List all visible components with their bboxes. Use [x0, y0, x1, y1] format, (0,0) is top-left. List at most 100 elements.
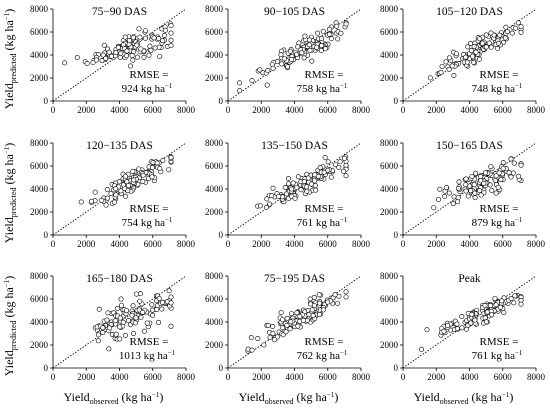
- y-tick-label: 4000: [30, 317, 49, 327]
- scatter-point: [446, 190, 452, 196]
- scatter-point: [280, 325, 286, 331]
- scatter-point: [509, 30, 515, 36]
- scatter-point: [280, 332, 286, 338]
- scatter-point: [482, 302, 488, 308]
- y-tick-label: 0: [44, 96, 49, 106]
- x-tick-label: 0: [401, 105, 406, 115]
- scatter-point: [120, 319, 126, 325]
- rmse-label: RMSE =: [130, 203, 169, 215]
- scatter-point: [137, 34, 143, 40]
- scatter-point: [341, 168, 347, 174]
- scatter-point: [307, 296, 313, 302]
- scatter-point: [156, 44, 162, 50]
- rmse-value: 879 kg ha−1: [472, 216, 523, 229]
- scatter-point: [510, 170, 516, 176]
- y-tick-label: 2000: [205, 340, 224, 350]
- scatter-point: [142, 28, 148, 34]
- scatter-point: [257, 67, 263, 73]
- scatter-point: [149, 174, 155, 180]
- scatter-point: [147, 43, 153, 49]
- x-tick-label: 2000: [427, 372, 446, 382]
- y-tick-label: 0: [219, 96, 224, 106]
- scatter-point: [495, 184, 501, 190]
- scatter-point: [160, 157, 166, 163]
- scatter-point: [294, 51, 300, 57]
- x-tick-label: 4000: [286, 372, 305, 382]
- scatter-point: [136, 166, 142, 172]
- scatter-point: [168, 300, 174, 306]
- scatter-point: [159, 299, 165, 305]
- scatter-point: [454, 321, 460, 327]
- scatter-point: [289, 186, 295, 192]
- scatter-point: [149, 165, 155, 171]
- scatter-point: [322, 46, 328, 52]
- scatter-point: [125, 318, 131, 324]
- scatter-point: [101, 42, 107, 48]
- scatter-point: [118, 50, 124, 56]
- scatter-point: [168, 37, 174, 43]
- y-tick-label: 6000: [205, 294, 224, 304]
- panel-title: 75−90 DAS: [92, 6, 147, 18]
- scatter-point: [166, 288, 172, 294]
- scatter-point: [103, 55, 109, 61]
- scatter-point: [451, 73, 457, 79]
- scatter-point: [493, 173, 499, 179]
- scatter-point: [297, 313, 303, 319]
- scatter-point: [270, 330, 276, 336]
- y-axis-title-row-2: Yieldpredicted (kg ha−1): [2, 143, 18, 244]
- scatter-point: [464, 326, 470, 332]
- scatter-point: [480, 40, 486, 46]
- scatter-point: [168, 43, 174, 49]
- scatter-point: [88, 198, 94, 204]
- x-tick-label: 4000: [461, 105, 480, 115]
- scatter-point: [136, 307, 142, 313]
- x-tick-label: 8000: [352, 372, 371, 382]
- scatter-point: [281, 56, 287, 62]
- scatter-point: [124, 53, 130, 59]
- scatter-point: [456, 179, 462, 185]
- panel-8: 0 2000 4000 6000 8000 0 2000 4000 6000 8000 75−195…: [205, 271, 371, 382]
- panel-6: 0 2000 4000 6000 8000 0 2000 4000 6000 8000 150−16…: [380, 138, 546, 249]
- scatter-point: [148, 47, 154, 53]
- scatter-point: [319, 42, 325, 48]
- scatter-point: [332, 292, 338, 298]
- scatter-point: [295, 44, 301, 50]
- y-tick-label: 6000: [205, 161, 224, 171]
- scatter-point: [325, 159, 331, 165]
- x-tick-label: 8000: [352, 239, 371, 249]
- scatter-point: [278, 310, 284, 316]
- panel-1: 0 2000 4000 6000 8000 0 2000 4000 6000 8000 75−90 …: [30, 4, 196, 115]
- y-axis-title-row-3: Yieldpredicted (kg ha−1): [2, 276, 18, 377]
- scatter-point: [140, 172, 146, 178]
- scatter-point: [166, 167, 172, 173]
- scatter-point: [118, 188, 124, 194]
- scatter-point: [306, 42, 312, 48]
- rmse-value: 924 kg ha−1: [122, 82, 173, 95]
- scatter-point: [132, 320, 138, 326]
- panel-title: 165−180 DAS: [86, 273, 153, 285]
- scatter-point: [468, 188, 474, 194]
- scatter-point: [309, 307, 315, 313]
- x-tick-label: 8000: [177, 239, 196, 249]
- scatter-point: [463, 182, 469, 188]
- y-tick-label: 0: [394, 230, 399, 240]
- x-tick-label: 0: [226, 372, 231, 382]
- scatter-point: [106, 49, 112, 55]
- rmse-label: RMSE =: [305, 69, 344, 81]
- y-tick-label: 2000: [380, 73, 399, 83]
- scatter-point: [483, 32, 489, 38]
- scatter-point: [109, 53, 115, 59]
- scatter-point: [488, 30, 494, 36]
- scatter-point: [272, 337, 278, 343]
- scatter-point: [168, 154, 174, 160]
- scatter-point: [473, 170, 479, 176]
- scatter-point: [508, 295, 514, 301]
- scatter-point: [127, 38, 133, 44]
- scatter-point: [511, 300, 517, 306]
- scatter-point: [317, 165, 323, 171]
- y-tick-label: 2000: [30, 207, 49, 217]
- y-tick-label: 0: [219, 363, 224, 373]
- scatter-point: [294, 310, 300, 316]
- scatter-point: [100, 330, 106, 336]
- scatter-point: [134, 54, 140, 60]
